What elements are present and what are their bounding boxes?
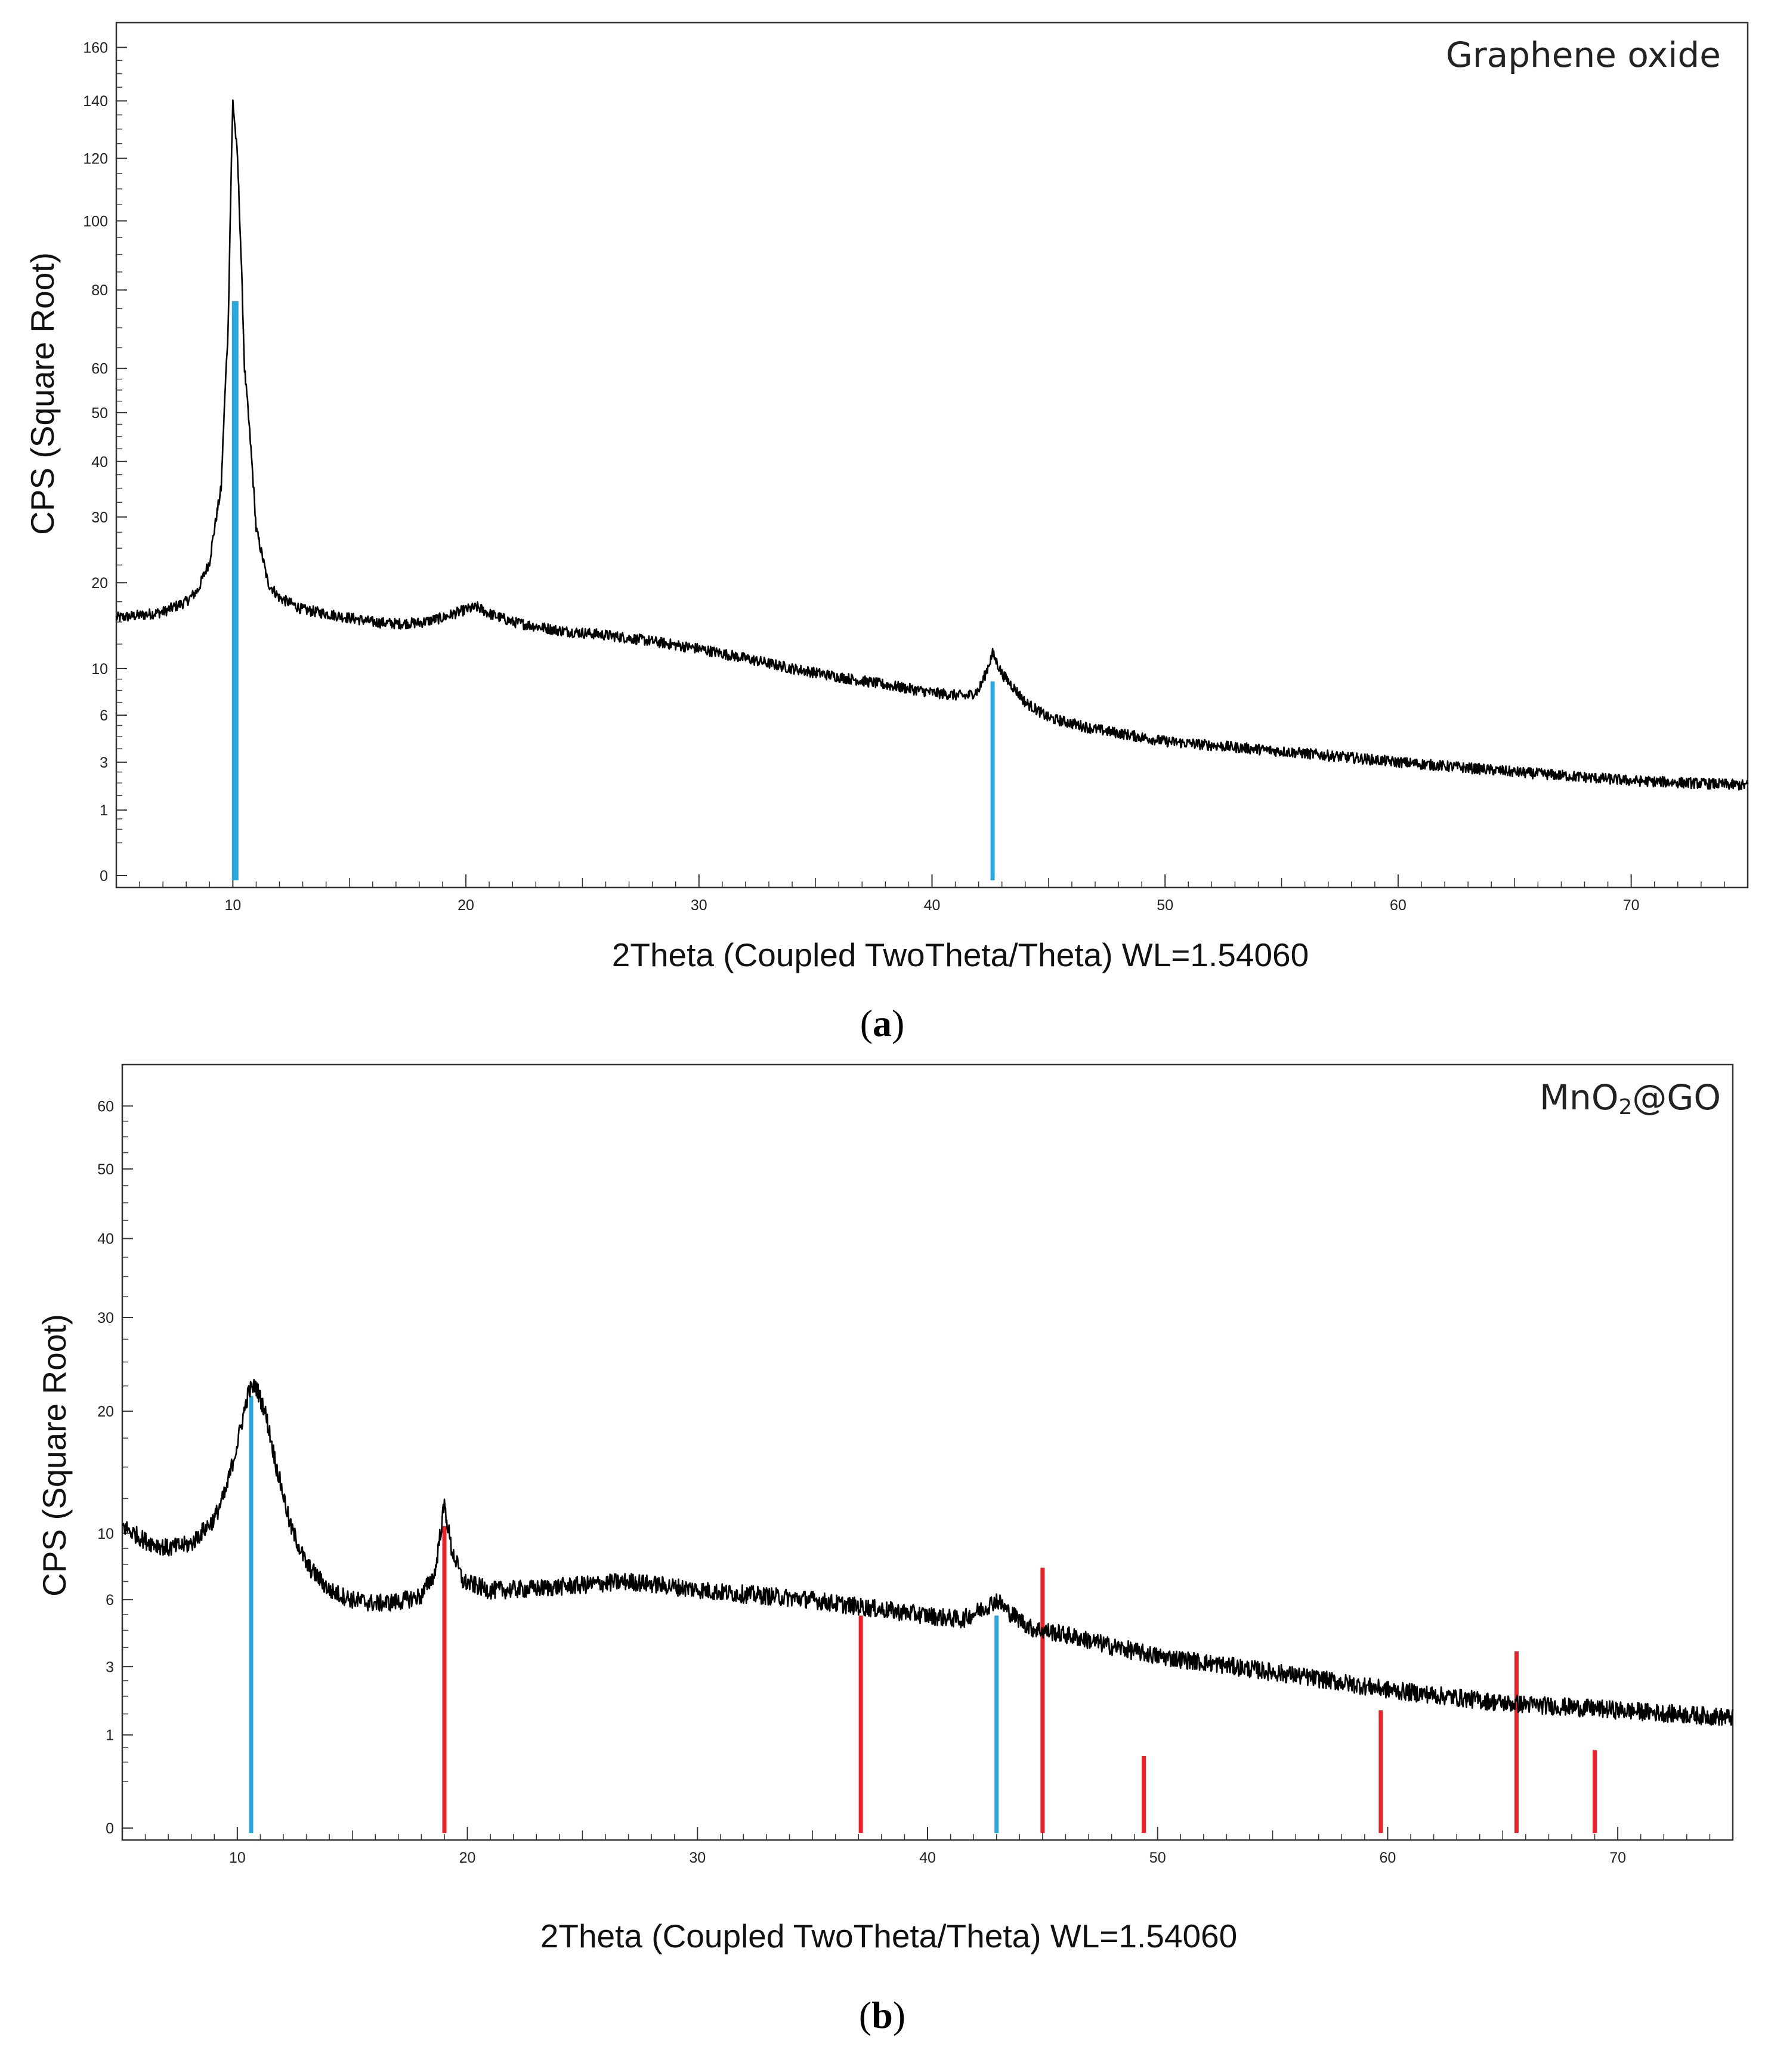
panel-a-frame (115, 21, 1749, 889)
panel-a: 0 1 3 6 10 20 30 40 50 60 80 100 120 140 160 10 20 30 40 5… (24, 21, 1749, 1044)
y-tick-label: 80 (91, 282, 108, 299)
panel-a-caption-open: ( (860, 1002, 873, 1044)
x-tick-label: 10 (229, 1850, 246, 1866)
panel-b-caption: (b) (859, 1994, 905, 2036)
panel-b-y-axis-title: CPS (Square Root) (36, 1314, 73, 1597)
x-tick-label: 40 (924, 897, 941, 914)
panel-b-frame (121, 1063, 1734, 1841)
panel-a-annotation: Graphene oxide (1446, 35, 1721, 75)
panel-a-x-ticks: 10 20 30 40 50 60 70 (116, 874, 1748, 914)
y-tick-label: 10 (91, 661, 108, 678)
panel-b-annotation: MnO2@GO (1540, 1077, 1721, 1120)
y-tick-label: 60 (91, 361, 108, 378)
panel-a-caption: (a) (860, 1002, 905, 1044)
y-tick-label: 20 (91, 575, 108, 592)
panel-b-caption-open: ( (859, 1994, 871, 2036)
x-tick-label: 70 (1623, 897, 1640, 914)
panel-b-annotation-main: MnO (1540, 1077, 1618, 1118)
y-tick-label: 6 (106, 1592, 114, 1609)
y-tick-label: 140 (83, 93, 108, 110)
y-tick-label: 50 (91, 405, 108, 422)
y-tick-label: 120 (83, 151, 108, 168)
x-tick-label: 60 (1390, 897, 1407, 914)
y-tick-label: 30 (97, 1310, 114, 1326)
y-tick-label: 10 (97, 1526, 114, 1542)
panel-b-reference-lines (249, 1396, 1597, 1833)
y-tick-label: 3 (106, 1659, 114, 1675)
x-tick-label: 40 (919, 1850, 936, 1866)
y-tick-label: 40 (97, 1231, 114, 1248)
y-tick-label: 100 (83, 213, 108, 230)
panel-a-y-axis-title: CPS (Square Root) (24, 252, 61, 535)
x-tick-label: 10 (224, 897, 241, 914)
x-tick-label: 70 (1609, 1850, 1626, 1866)
x-tick-label: 60 (1380, 1850, 1396, 1866)
y-tick-label: 3 (100, 754, 108, 771)
x-tick-label: 20 (459, 1850, 476, 1866)
panel-a-caption-close: ) (892, 1002, 904, 1044)
panel-b-x-ticks: 10 20 30 40 50 60 70 (122, 1827, 1733, 1866)
y-tick-label: 0 (106, 1820, 114, 1837)
y-tick-label: 0 (100, 868, 108, 885)
panel-b-caption-close: ) (893, 1994, 905, 2036)
panel-a-reference-lines (231, 301, 995, 880)
panel-b-annotation-rest: @GO (1632, 1077, 1721, 1118)
y-tick-label: 1 (106, 1727, 114, 1744)
y-tick-label: 6 (100, 707, 108, 724)
panel-b-series-line (121, 1378, 1734, 1726)
panel-a-y-ticks: 0 1 3 6 10 20 30 40 50 60 80 100 120 140 160 (83, 40, 127, 885)
y-tick-label: 60 (97, 1098, 114, 1115)
y-tick-label: 40 (91, 454, 108, 471)
x-tick-label: 50 (1157, 897, 1173, 914)
y-tick-label: 20 (97, 1403, 114, 1420)
y-tick-label: 50 (97, 1161, 114, 1178)
y-tick-label: 30 (91, 509, 108, 526)
panel-b-y-ticks: 0 1 3 6 10 20 30 40 50 60 (97, 1098, 133, 1837)
panel-b-annotation-subscript: 2 (1618, 1095, 1632, 1120)
panel-b-x-axis-title: 2Theta (Coupled TwoTheta/Theta) WL=1.540… (540, 1918, 1237, 1955)
x-tick-label: 30 (691, 897, 707, 914)
panel-a-x-axis-title: 2Theta (Coupled TwoTheta/Theta) WL=1.540… (612, 936, 1309, 973)
y-tick-label: 160 (83, 40, 108, 57)
panel-a-series-line (115, 99, 1749, 791)
x-tick-label: 20 (458, 897, 474, 914)
panel-b-caption-letter: b (871, 1994, 893, 2036)
x-tick-label: 50 (1149, 1850, 1166, 1866)
y-tick-label: 1 (100, 802, 108, 819)
x-tick-label: 30 (689, 1850, 706, 1866)
panel-a-caption-letter: a (873, 1002, 892, 1044)
